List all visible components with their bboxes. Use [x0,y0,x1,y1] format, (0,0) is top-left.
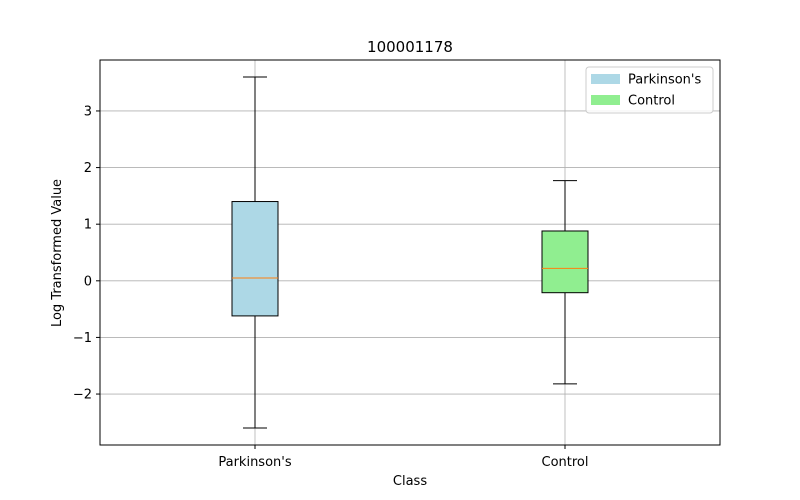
x-tick-label: Control [542,455,589,470]
legend: Parkinson's Control [585,66,714,114]
y-tick-label: 1 [84,218,92,233]
y-tick-label: −1 [73,331,92,346]
box-plots [231,76,589,429]
plot-frame [99,59,721,446]
chart-title: 100001178 [367,38,453,56]
legend-label: Parkinson's [628,73,701,88]
y-tick-label: 3 [84,104,92,119]
y-tick-label: 0 [84,274,92,289]
legend-swatch [591,74,620,84]
y-axis-ticks: −2 −1 0 1 2 3 [73,104,100,403]
x-axis-label: Class [393,474,427,489]
y-axis-label: Log Transformed Value [50,179,65,327]
box-iqr [231,201,279,317]
box-control [541,180,589,385]
grid-lines [100,60,720,445]
legend-swatch [591,95,620,105]
box-parkinsons [231,76,279,429]
x-tick-label: Parkinson's [218,455,291,470]
box-iqr [541,230,589,294]
y-tick-label: −2 [73,388,92,403]
x-axis-ticks: Parkinson's Control [218,445,589,470]
y-tick-label: 2 [84,161,92,176]
legend-label: Control [628,94,675,109]
